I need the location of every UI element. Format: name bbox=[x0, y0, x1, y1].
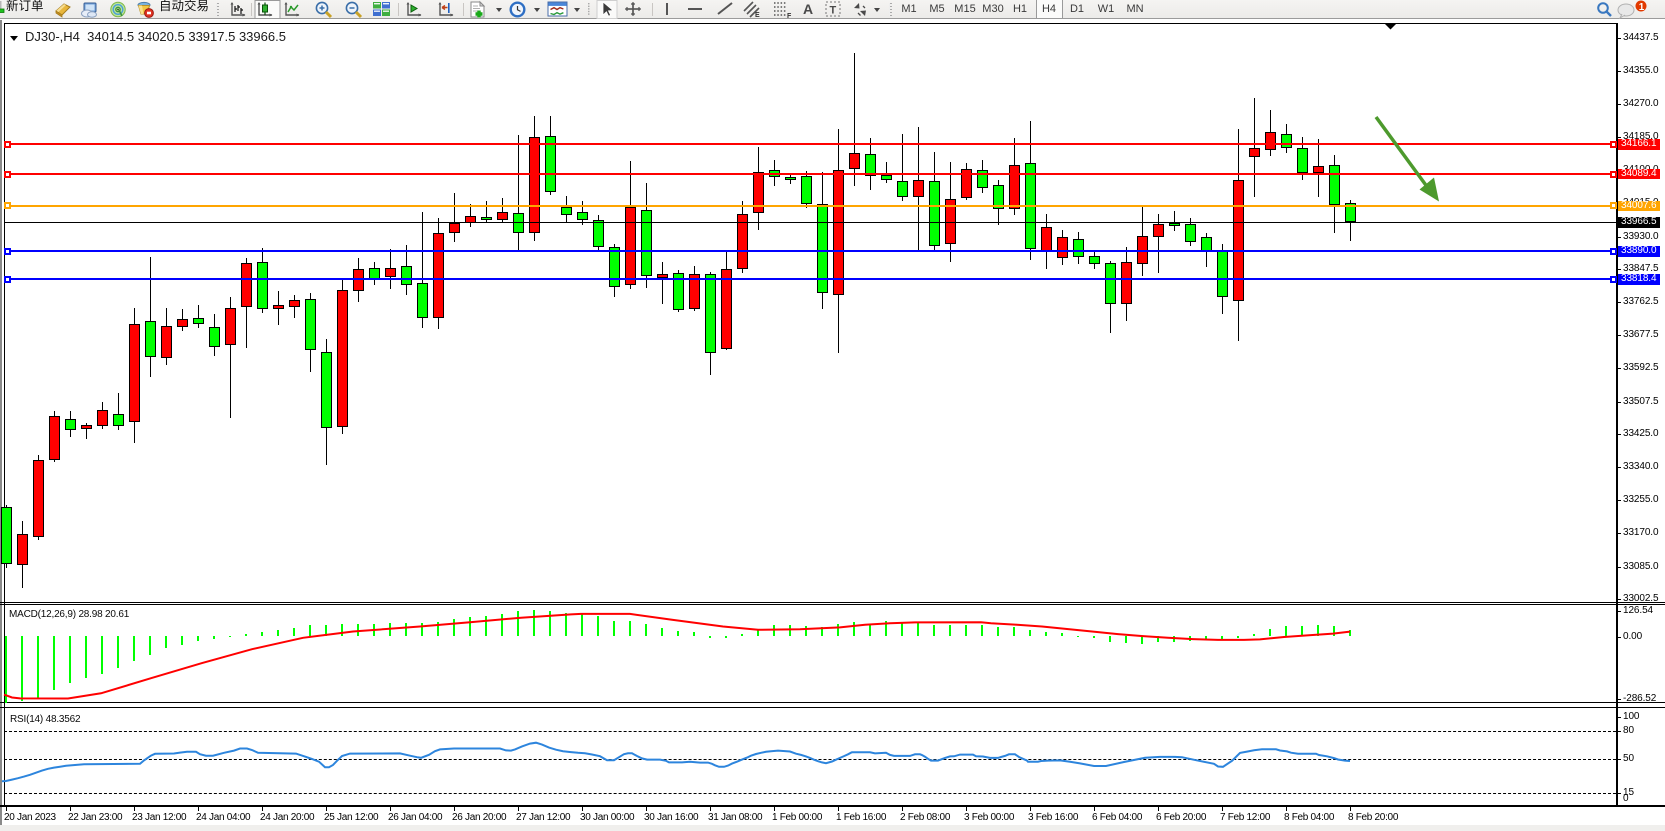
svg-text:F: F bbox=[787, 13, 792, 19]
svg-text:1: 1 bbox=[1639, 2, 1645, 13]
svg-text:T: T bbox=[830, 5, 837, 17]
svg-text:E: E bbox=[755, 12, 760, 19]
svg-text:A: A bbox=[803, 1, 813, 17]
